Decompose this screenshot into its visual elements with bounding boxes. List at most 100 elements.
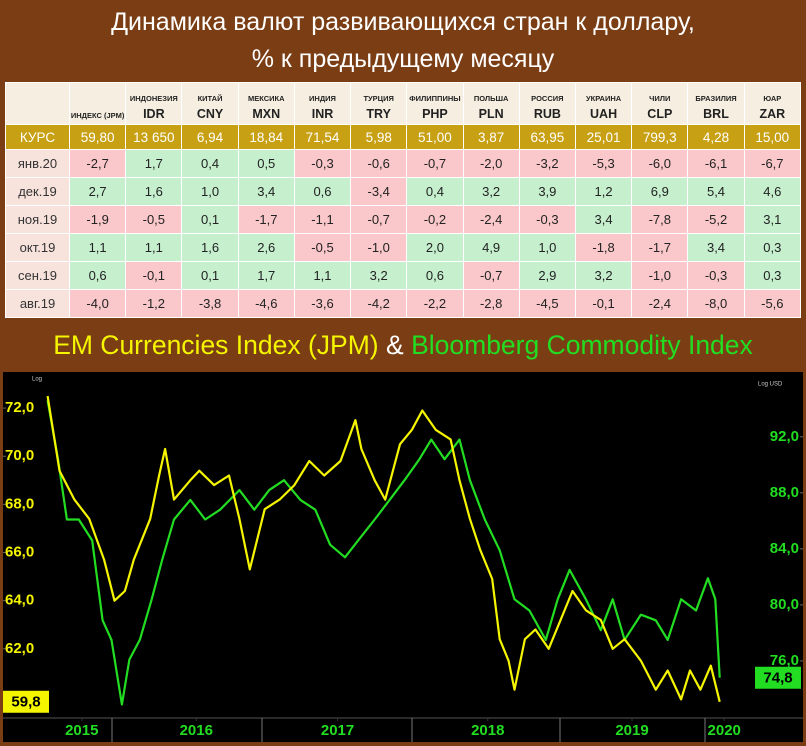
change-cell: 1,1 bbox=[68, 233, 127, 262]
column-header: ИНДОНЕЗИЯ IDR bbox=[125, 82, 183, 125]
y-tick-label: 64,0 bbox=[5, 592, 34, 609]
change-cell: 1,1 bbox=[293, 261, 352, 290]
change-cell: -0,3 bbox=[518, 205, 576, 234]
change-cell: -0,7 bbox=[462, 261, 520, 290]
currency-code: INR bbox=[311, 107, 334, 121]
change-cell: -6,7 bbox=[743, 149, 802, 178]
month-row: янв.20 -2,7 1,7 0,4 0,5 -0,3 -0,6 -0,7 -2,0 -3,2-… bbox=[5, 149, 802, 178]
currency-code: CNY bbox=[196, 107, 224, 121]
change-cell: -7,8 bbox=[631, 205, 689, 234]
rate-cell: 59,80 bbox=[68, 124, 127, 150]
x-tick-label: 2016 bbox=[180, 722, 213, 739]
change-cell: 0,1 bbox=[181, 261, 239, 290]
value-label-box bbox=[755, 666, 801, 689]
corner-cell bbox=[5, 82, 70, 125]
currency-code: CLP bbox=[647, 107, 673, 121]
column-header: ИНДЕКС (JPM) bbox=[68, 82, 127, 125]
change-cell: -0,7 bbox=[406, 149, 464, 178]
x-tick-label: 2020 bbox=[708, 722, 741, 739]
change-cell: -0,3 bbox=[293, 149, 352, 178]
rate-cell: 18,84 bbox=[237, 124, 295, 150]
y2-tick-label: 76,0 bbox=[770, 652, 799, 669]
currency-code: TRY bbox=[366, 107, 391, 121]
change-cell: 1,0 bbox=[518, 233, 576, 262]
change-cell: 1,6 bbox=[125, 177, 183, 206]
chart: Log Log USD 2015 2016 2017 2018 2019 2020 62,0… bbox=[3, 372, 803, 742]
plot-background bbox=[3, 372, 803, 742]
x-tick-label: 2017 bbox=[321, 722, 354, 739]
currency-code: IDR bbox=[143, 107, 165, 121]
country-name: ИНДИЯ bbox=[309, 94, 336, 103]
title-line: % к предыдущему месяцу bbox=[251, 45, 555, 73]
change-cell: -2,4 bbox=[462, 205, 520, 234]
y-tick-label: 72,0 bbox=[5, 399, 34, 416]
currency-code: PHP bbox=[422, 107, 448, 121]
currency-code: RUB bbox=[533, 107, 561, 121]
change-cell: 0,4 bbox=[181, 149, 239, 178]
change-cell: 3,4 bbox=[687, 233, 745, 262]
change-cell: -0,1 bbox=[574, 289, 633, 318]
month-row: дек.19 2,7 1,6 1,0 3,4 0,6 -3,4 0,4 3,2 3,9 1,2 6,9… bbox=[5, 177, 802, 206]
change-cell: -3,4 bbox=[350, 177, 408, 206]
change-cell: 0,4 bbox=[406, 177, 464, 206]
change-cell: -3,2 bbox=[518, 149, 576, 178]
row-label: сен.19 bbox=[5, 261, 70, 290]
currency-code: MXN bbox=[252, 107, 281, 121]
title-joiner: & bbox=[386, 330, 404, 360]
series-line bbox=[46, 400, 721, 706]
month-row: сен.19 0,6 -0,1 0,1 1,7 1,1 3,2 0,6 -0,7 2,9 3,2 -1… bbox=[5, 261, 802, 290]
change-cell: 0,6 bbox=[406, 261, 464, 290]
change-cell: 4,9 bbox=[462, 233, 520, 262]
row-label: ноя.19 bbox=[5, 205, 70, 234]
country-name: ЧИЛИ bbox=[649, 94, 671, 103]
change-cell: -4,5 bbox=[518, 289, 576, 318]
currency-table: ИНДЕКС (JPM) ИНДОНЕЗИЯ IDR КИТАЙ CNY МЕКСИКА M… bbox=[5, 82, 802, 318]
currency-code: PLN bbox=[478, 107, 504, 121]
month-row: авг.19 -4,0 -1,2 -3,8 -4,6 -3,6 -4,2 -2,2 -2,8 -4… bbox=[5, 289, 802, 318]
currency-code: BRL bbox=[703, 107, 729, 121]
country-name: ЮАР bbox=[763, 94, 782, 103]
y-axis-label: Log bbox=[32, 377, 42, 383]
column-header: ПОЛЬША PLN bbox=[462, 82, 520, 125]
change-cell: -4,2 bbox=[350, 289, 408, 318]
rate-cell: 25,01 bbox=[574, 124, 633, 150]
change-cell: -5,6 bbox=[743, 289, 802, 318]
change-cell: -3,8 bbox=[181, 289, 239, 318]
change-cell: -1,1 bbox=[293, 205, 352, 234]
country-name: ПОЛЬША bbox=[473, 94, 509, 103]
change-cell: 1,7 bbox=[237, 261, 295, 290]
header-row: ИНДЕКС (JPM) ИНДОНЕЗИЯ IDR КИТАЙ CNY МЕКСИКА M… bbox=[5, 82, 802, 125]
x-tick-label: 2015 bbox=[65, 722, 98, 739]
country-name: ФИЛИППИНЫ bbox=[409, 94, 461, 103]
rate-cell: 4,28 bbox=[687, 124, 745, 150]
y-tick-label: 70,0 bbox=[5, 447, 34, 464]
rate-cell: 63,95 bbox=[518, 124, 576, 150]
change-cell: 5,4 bbox=[687, 177, 745, 206]
rate-cell: 6,94 bbox=[181, 124, 239, 150]
change-cell: 1,0 bbox=[181, 177, 239, 206]
rate-cell: 799,3 bbox=[631, 124, 689, 150]
country-name: МЕКСИКА bbox=[248, 94, 285, 103]
row-label: дек.19 bbox=[5, 177, 70, 206]
column-header: ТУРЦИЯ TRY bbox=[350, 82, 408, 125]
column-header: ЧИЛИ CLP bbox=[631, 82, 689, 125]
country-name: БРАЗИЛИЯ bbox=[695, 94, 737, 103]
country-name: КИТАЙ bbox=[197, 94, 223, 103]
change-cell: 0,3 bbox=[743, 233, 802, 262]
change-cell: 1,1 bbox=[125, 233, 183, 262]
change-cell: -2,8 bbox=[462, 289, 520, 318]
x-tick-label: 2019 bbox=[615, 722, 648, 739]
month-row: окт.19 1,1 1,1 1,6 2,6 -0,5 -1,0 2,0 4,9 1,0 -1,8-… bbox=[5, 233, 802, 262]
change-cell: 3,4 bbox=[574, 205, 633, 234]
y-tick-label: 66,0 bbox=[5, 543, 34, 560]
rate-cell: 71,54 bbox=[293, 124, 352, 150]
change-cell: -0,7 bbox=[350, 205, 408, 234]
change-cell: 3,1 bbox=[743, 205, 802, 234]
change-cell: 1,7 bbox=[125, 149, 183, 178]
change-cell: -1,9 bbox=[68, 205, 127, 234]
change-cell: -1,2 bbox=[125, 289, 183, 318]
rate-cell: 51,00 bbox=[406, 124, 464, 150]
change-cell: -6,1 bbox=[687, 149, 745, 178]
column-header: УКРАИНА UAH bbox=[574, 82, 633, 125]
